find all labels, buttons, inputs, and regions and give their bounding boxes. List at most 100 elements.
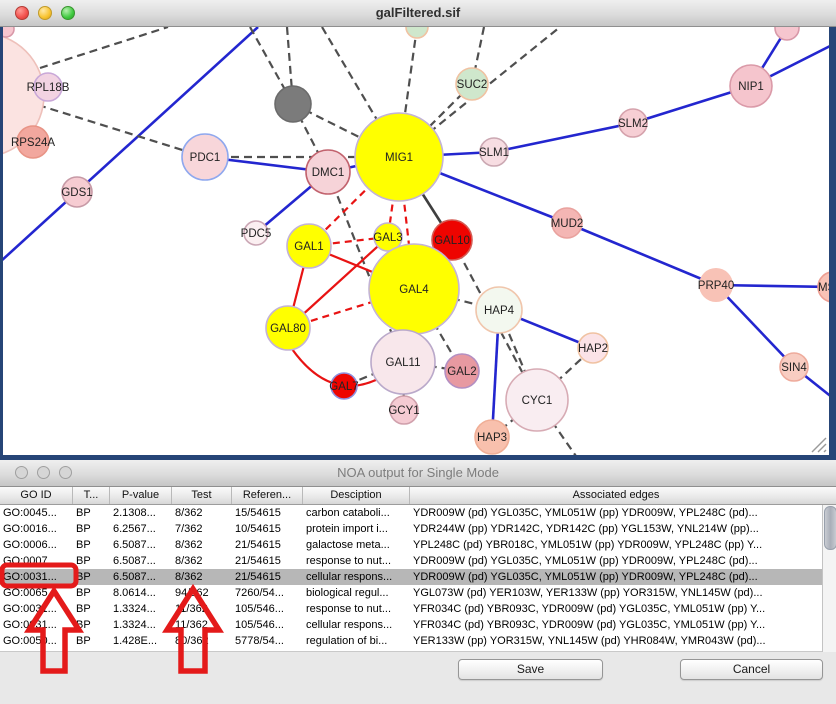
- cell-reference: 15/54615: [235, 507, 281, 519]
- edge[interactable]: [715, 284, 795, 368]
- column-header-referen[interactable]: Referen...: [232, 487, 303, 504]
- cell-p-value: 1.428E...: [113, 635, 158, 647]
- edge[interactable]: [326, 171, 405, 363]
- node-topleftpink[interactable]: [3, 27, 15, 38]
- cell-associated-edges: YDR244W (pp) YDR142C, YDR142C (pp) YGL15…: [413, 523, 759, 535]
- node-label-PDC5: PDC5: [241, 228, 272, 240]
- node-SUC2[interactable]: [455, 67, 489, 101]
- node-PRP40[interactable]: [699, 268, 733, 302]
- cell-p-value: 6.5087...: [113, 539, 156, 551]
- column-header-desciption[interactable]: Desciption: [303, 487, 410, 504]
- network-canvas[interactable]: RPL18B RPS24A GDS1 PDC1 DMC1 MIG1 SUC2 NIP1 SLM2…: [3, 27, 829, 455]
- column-header-associated-edges[interactable]: Associated edges: [572, 489, 660, 501]
- save-button[interactable]: Save: [458, 659, 603, 680]
- node-GCY1[interactable]: [389, 395, 419, 425]
- table-row[interactable]: GO:0016... BP 6.2567... 7/362 10/54615 protei…: [0, 521, 822, 537]
- column-header-t[interactable]: T...: [73, 487, 110, 504]
- node-GAL1[interactable]: [286, 223, 332, 269]
- edge[interactable]: [470, 27, 486, 85]
- graph-window-titlebar[interactable]: galFiltered.sif: [0, 0, 836, 27]
- edge[interactable]: [493, 121, 634, 154]
- node-GAL7[interactable]: [330, 372, 358, 400]
- noa-window-titlebar[interactable]: NOA output for Single Mode: [0, 460, 836, 487]
- cell-type: BP: [76, 603, 91, 615]
- cell-go-id: GO:0050...: [3, 635, 57, 647]
- minimize-icon[interactable]: [37, 466, 50, 479]
- node-DMC1[interactable]: [305, 149, 351, 195]
- node-GAL10[interactable]: [431, 219, 473, 261]
- table-row[interactable]: GO:0007... BP 6.5087... 8/362 21/54615 respon…: [0, 553, 822, 569]
- table-row[interactable]: GO:0031... BP 1.3324... 11/362 105/546... res…: [0, 601, 822, 617]
- edge[interactable]: [37, 103, 206, 159]
- edge[interactable]: [536, 399, 578, 455]
- node-HAP4[interactable]: [475, 286, 523, 334]
- node-HAP3[interactable]: [474, 419, 510, 455]
- cell-description: cellular respons...: [306, 571, 393, 583]
- cell-reference: 10/54615: [235, 523, 281, 535]
- node-SLM1[interactable]: [479, 137, 509, 167]
- table-row[interactable]: GO:0031... BP 6.5087... 8/362 21/54615 cellul…: [0, 569, 822, 585]
- table-row[interactable]: GO:0065... BP 8.0614... 94/362 7260/54... bio…: [0, 585, 822, 601]
- edge[interactable]: [715, 283, 829, 289]
- edge[interactable]: [566, 221, 717, 287]
- node-CYC1[interactable]: [505, 368, 569, 432]
- cell-go-id: GO:0065...: [3, 587, 57, 599]
- node-GAL3[interactable]: [373, 222, 403, 252]
- vertical-scrollbar[interactable]: [822, 505, 836, 652]
- cell-description: response to nut...: [306, 555, 391, 567]
- zoom-icon[interactable]: [61, 6, 75, 20]
- column-header-test[interactable]: Test: [172, 487, 232, 504]
- edge[interactable]: [398, 83, 473, 158]
- node-toprightpink[interactable]: [774, 27, 800, 41]
- node-SIN4[interactable]: [779, 352, 809, 382]
- cell-associated-edges: YER133W (pp) YOR315W, YNL145W (pd) YHR08…: [413, 635, 766, 647]
- cell-description: regulation of bi...: [306, 635, 388, 647]
- cancel-button[interactable]: Cancel: [680, 659, 823, 680]
- network-graph: RPL18B RPS24A GDS1 PDC1 DMC1 MIG1 SUC2 NIP1 SLM2…: [3, 27, 829, 455]
- node-MSL1[interactable]: [817, 271, 829, 303]
- resize-grip-icon[interactable]: [811, 437, 827, 453]
- node-SLM2[interactable]: [618, 108, 648, 138]
- resize-grip-icon[interactable]: [823, 449, 827, 453]
- node-GDS1[interactable]: [61, 176, 93, 208]
- node-label-GDS1: GDS1: [61, 187, 92, 199]
- cell-associated-edges: YDR009W (pd) YGL035C, YML051W (pp) YDR00…: [413, 571, 758, 583]
- node-PDC1[interactable]: [181, 133, 229, 181]
- scrollbar-thumb[interactable]: [824, 506, 836, 550]
- table-row[interactable]: GO:0045... BP 2.1308... 8/362 15/54615 carbon…: [0, 505, 822, 521]
- node-MIG1[interactable]: [354, 112, 444, 202]
- zoom-icon[interactable]: [59, 466, 72, 479]
- node-label-RPL18B: RPL18B: [27, 82, 70, 94]
- cell-go-id: GO:0031...: [3, 603, 57, 615]
- node-graynode[interactable]: [274, 85, 312, 123]
- node-GAL80[interactable]: [265, 305, 311, 351]
- edge[interactable]: [39, 27, 169, 70]
- column-header-go-id[interactable]: GO ID: [0, 487, 73, 504]
- column-header-p-value[interactable]: P-value: [110, 487, 172, 504]
- table-row[interactable]: GO:0031... BP 1.3324... 11/362 105/546... cel…: [0, 617, 822, 633]
- node-GAL11[interactable]: [370, 329, 436, 395]
- cell-go-id: GO:0031...: [3, 619, 57, 631]
- node-PDC5[interactable]: [243, 220, 269, 246]
- edge[interactable]: [249, 27, 294, 105]
- table-row[interactable]: GO:0006... BP 6.5087... 8/362 21/54615 galact…: [0, 537, 822, 553]
- close-icon[interactable]: [15, 6, 29, 20]
- node-GAL2[interactable]: [444, 353, 480, 389]
- node-label-SUC2: SUC2: [457, 79, 488, 91]
- edge[interactable]: [3, 27, 259, 262]
- node-HAP2[interactable]: [577, 332, 609, 364]
- node-topgreen[interactable]: [405, 27, 429, 39]
- node-MUD2[interactable]: [551, 207, 583, 239]
- minimize-icon[interactable]: [38, 6, 52, 20]
- table-row[interactable]: GO:0050... BP 1.428E... 80/362 5778/54... reg…: [0, 633, 822, 649]
- edge[interactable]: [398, 27, 561, 158]
- node-NIP1[interactable]: [729, 64, 773, 108]
- cell-reference: 21/54615: [235, 555, 281, 567]
- resize-grip-icon[interactable]: [817, 443, 827, 453]
- cell-p-value: 1.3324...: [113, 603, 156, 615]
- node-RPL18B[interactable]: [33, 72, 63, 102]
- edge[interactable]: [308, 156, 400, 247]
- node-RPS24A[interactable]: [16, 125, 50, 159]
- node-label-GAL80: GAL80: [270, 323, 306, 335]
- close-icon[interactable]: [15, 466, 28, 479]
